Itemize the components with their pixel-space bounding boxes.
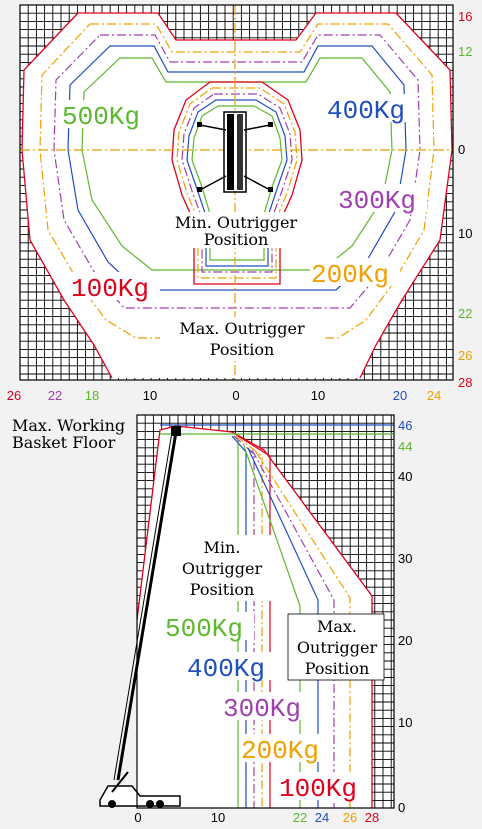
plan-right-tick-0: 16 (458, 9, 472, 24)
side-right-tick-4: 20 (398, 633, 412, 648)
side-bottom-tick-0: 0 (134, 810, 141, 825)
plan-label-300kg: 300Kg (338, 186, 416, 216)
side-right-tick-0: 46 (398, 418, 412, 433)
plan-view-frame (19, 4, 454, 381)
plan-curve-300kg-max (53, 34, 421, 309)
side-label-500kg: 500Kg (165, 614, 243, 644)
side-right-tick-3: 30 (398, 551, 412, 566)
side-curve-200kg-min (235, 435, 263, 808)
side-right-tick-2: 40 (398, 469, 412, 484)
side-right-tick-labels: 46 44 40 30 20 10 0 (398, 418, 412, 815)
side-curve-100kg-min (237, 435, 271, 808)
plan-label-500kg: 500Kg (62, 102, 140, 132)
plan-max-outrigger-line1: Max. Outrigger (179, 319, 305, 338)
vehicle-side-view-icon (99, 426, 181, 808)
side-curve-300kg-min (233, 435, 255, 808)
plan-view-diagram: 500Kg 400Kg 300Kg 200Kg 100Kg Min. Outri… (7, 4, 472, 403)
side-view-frame (136, 414, 395, 809)
plan-curve-100kg-max-left (21, 12, 113, 379)
plan-min-outrigger-line2: Position (204, 230, 269, 249)
side-right-tick-1: 44 (398, 439, 412, 454)
plan-curve-300kg-min (181, 93, 293, 273)
side-min-outrigger-line3: Position (190, 580, 255, 599)
side-label-100kg: 100Kg (279, 774, 357, 804)
plan-bottom-tick-2: 18 (85, 388, 99, 403)
plan-right-tick-4: 22 (458, 306, 472, 321)
side-bottom-tick-labels: 0 10 22 24 26 28 (134, 810, 379, 825)
side-label-400kg: 400Kg (187, 654, 265, 684)
plan-curve-500kg-min (191, 105, 283, 261)
side-min-outrigger-line2: Outrigger (182, 559, 263, 578)
plan-bottom-tick-4: 0 (232, 388, 239, 403)
vehicle-top-view-icon (197, 111, 273, 193)
side-bottom-tick-3: 24 (315, 810, 329, 825)
plan-label-400kg: 400Kg (327, 96, 405, 126)
side-max-outrigger-line3: Position (305, 659, 370, 678)
side-view-curves (137, 424, 394, 808)
plan-bottom-tick-1: 22 (48, 388, 62, 403)
side-view-diagram: Max. Working Basket Floor Min. Outrigger… (12, 414, 412, 825)
plan-right-tick-6: 28 (458, 375, 472, 390)
plan-curve-400kg-min (186, 99, 288, 267)
plan-bottom-tick-7: 24 (427, 388, 441, 403)
side-envelope-red (137, 425, 373, 808)
side-curve-300kg-max (251, 449, 335, 808)
side-max-outrigger-line1: Max. (317, 617, 357, 636)
plan-label-100kg: 100Kg (71, 274, 149, 304)
side-right-tick-5: 10 (398, 715, 412, 730)
side-right-tick-6: 0 (398, 800, 405, 815)
side-label-200kg: 200Kg (241, 736, 319, 766)
side-label-300kg: 300Kg (223, 694, 301, 724)
side-max-outrigger-line2: Outrigger (297, 638, 378, 657)
plan-bottom-tick-5: 10 (311, 388, 325, 403)
plan-right-tick-2: 0 (458, 142, 465, 157)
side-bottom-tick-1: 10 (211, 810, 225, 825)
plan-curve-100kg-max (78, 12, 453, 379)
side-bottom-tick-5: 28 (365, 810, 379, 825)
plan-label-200kg: 200Kg (311, 260, 389, 290)
side-bottom-tick-2: 22 (293, 810, 307, 825)
side-min-outrigger-line1: Min. (204, 538, 241, 557)
plan-bottom-tick-0: 26 (7, 388, 21, 403)
plan-right-tick-labels: 16 12 0 10 22 26 28 (458, 9, 472, 390)
plan-curve-100kg-min (171, 81, 303, 285)
plan-right-tick-1: 12 (458, 44, 472, 59)
plan-max-outrigger-line2: Position (210, 340, 275, 359)
side-curve-200kg-max (255, 451, 351, 808)
plan-bottom-tick-3: 10 (143, 388, 157, 403)
side-bottom-tick-4: 26 (343, 810, 357, 825)
plan-right-tick-3: 10 (458, 226, 472, 241)
plan-bottom-tick-6: 20 (393, 388, 407, 403)
plan-bottom-tick-labels: 26 22 18 10 0 10 20 24 (7, 388, 441, 403)
plan-curve-200kg-min (176, 87, 298, 279)
side-max-working-line2: Basket Floor (12, 433, 116, 452)
plan-right-tick-5: 26 (458, 348, 472, 363)
plan-min-outrigger-line1: Min. Outrigger (175, 213, 298, 232)
side-max-working-line1: Max. Working (12, 416, 125, 435)
